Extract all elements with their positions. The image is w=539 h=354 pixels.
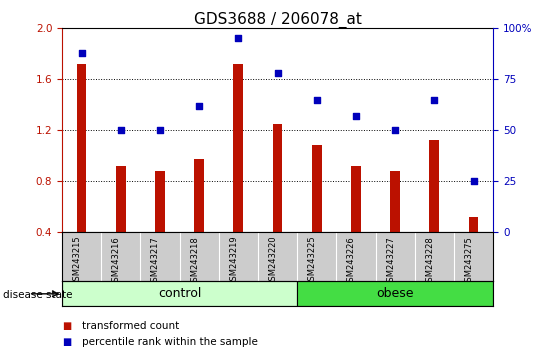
Point [351,113,360,119]
Bar [351,166,361,232]
Text: GSM243220: GSM243220 [268,236,278,286]
Point [469,178,478,184]
Text: GSM243218: GSM243218 [190,236,199,287]
Bar [155,171,165,232]
Bar [77,64,86,232]
Point [313,97,321,102]
Bar [390,171,400,232]
Point [77,50,86,56]
Text: transformed count: transformed count [82,321,179,331]
Bar [297,281,493,306]
Point [273,70,282,76]
Text: GSM243228: GSM243228 [425,236,434,287]
Text: GSM243275: GSM243275 [465,236,474,287]
Text: GSM243217: GSM243217 [151,236,160,287]
Bar [273,124,282,232]
Text: ■: ■ [62,337,71,347]
Text: GSM243216: GSM243216 [112,236,121,287]
Point [156,127,164,133]
Bar [233,64,243,232]
Bar [194,159,204,232]
Point [391,127,399,133]
Text: percentile rank within the sample: percentile rank within the sample [82,337,258,347]
Text: GSM243226: GSM243226 [347,236,356,287]
Point [430,97,439,102]
Text: GSM243215: GSM243215 [73,236,81,286]
Bar [430,140,439,232]
Text: GSM243219: GSM243219 [230,236,238,286]
Text: control: control [158,287,201,300]
Bar [62,281,297,306]
Point [234,36,243,41]
Text: GSM243225: GSM243225 [308,236,317,286]
Text: obese: obese [376,287,414,300]
Bar [116,166,126,232]
Bar [312,145,322,232]
Point [195,103,204,109]
Text: ■: ■ [62,321,71,331]
Bar [469,217,479,232]
Point [116,127,125,133]
Title: GDS3688 / 206078_at: GDS3688 / 206078_at [194,12,362,28]
Text: disease state: disease state [3,290,72,299]
Text: GSM243227: GSM243227 [386,236,395,287]
